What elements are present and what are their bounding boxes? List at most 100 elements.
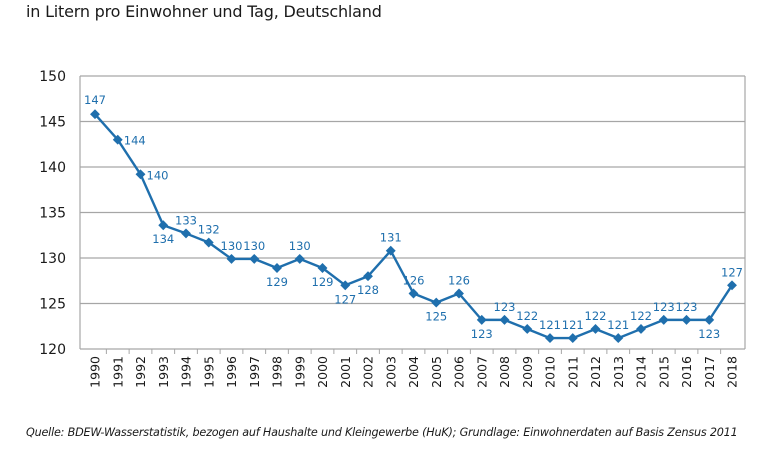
data-point-marker	[181, 228, 191, 239]
source-note: Quelle: BDEW-Wasserstatistik, bezogen au…	[26, 426, 738, 439]
x-tick-label: 2007	[474, 356, 489, 388]
x-tick-label: 2008	[497, 356, 512, 388]
x-tick-label: 1997	[247, 356, 262, 388]
data-point-marker	[90, 109, 100, 120]
axes	[79, 76, 746, 350]
x-tick-label: 2006	[452, 356, 467, 388]
x-tick-label: 1992	[133, 356, 148, 388]
x-tick-label: 2016	[679, 356, 694, 388]
data-label: 140	[147, 168, 169, 182]
x-tick-label: 2017	[702, 356, 717, 388]
data-point-marker	[363, 271, 373, 282]
y-axis-ticks: 120 125 130 135 140 145 150	[39, 69, 66, 358]
y-tick-label: 135	[39, 206, 66, 222]
data-label: 132	[198, 223, 220, 237]
data-label: 147	[84, 93, 106, 107]
data-label: 128	[357, 283, 379, 297]
x-tick-label: 2000	[315, 356, 330, 388]
data-point-marker	[431, 297, 442, 308]
x-tick-label: 2011	[565, 356, 580, 388]
data-label: 123	[698, 327, 720, 341]
x-tick-label: 2002	[361, 356, 376, 388]
data-point-marker	[158, 220, 169, 231]
data-label: 126	[403, 273, 425, 287]
data-label: 133	[175, 213, 197, 227]
data-label: 123	[676, 300, 698, 314]
data-label: 125	[425, 310, 447, 324]
data-point-marker	[226, 253, 237, 264]
data-point-marker	[567, 333, 578, 344]
data-point-marker	[681, 314, 692, 325]
x-tick-label: 2013	[611, 356, 626, 388]
y-tick-label: 140	[39, 160, 66, 176]
y-tick-label: 120	[39, 342, 66, 358]
x-tick-label: 2009	[520, 356, 535, 388]
data-label: 121	[539, 318, 561, 332]
x-tick-label: 1998	[270, 356, 285, 388]
x-tick-label: 1993	[156, 356, 171, 388]
data-point-marker	[385, 245, 396, 256]
data-point-marker	[704, 314, 715, 325]
data-label: 126	[448, 273, 470, 287]
data-label: 123	[494, 300, 516, 314]
data-point-marker	[476, 314, 487, 325]
data-label: 121	[607, 318, 629, 332]
data-point-marker	[317, 263, 328, 273]
data-point-marker	[499, 314, 510, 325]
x-tick-label: 1990	[88, 356, 103, 388]
data-label: 123	[653, 300, 675, 314]
chart-subtitle: in Litern pro Einwohner und Tag, Deutsch…	[26, 2, 382, 21]
x-tick-label: 2004	[406, 356, 421, 388]
x-tick-label: 1991	[110, 356, 125, 388]
data-point-marker	[340, 280, 351, 291]
data-label: 127	[334, 292, 356, 306]
x-tick-label: 2001	[338, 356, 353, 388]
x-tick-label: 2003	[383, 356, 398, 388]
y-tick-label: 125	[39, 297, 66, 313]
data-label: 130	[243, 239, 265, 253]
x-tick-label: 1994	[179, 356, 194, 388]
data-label: 122	[516, 309, 538, 323]
data-label: 123	[471, 327, 493, 341]
data-label: 134	[152, 232, 174, 246]
data-label: 129	[312, 275, 334, 289]
data-label: 122	[630, 309, 652, 323]
data-label: 122	[585, 309, 607, 323]
x-tick-label: 2015	[656, 356, 671, 388]
x-tick-label: 2005	[429, 356, 444, 388]
x-tick-label: 2010	[543, 356, 558, 388]
data-point-marker	[454, 288, 464, 299]
data-point-marker	[590, 324, 601, 334]
data-point-marker	[658, 314, 669, 325]
data-point-marker	[408, 288, 419, 299]
y-tick-label: 130	[39, 251, 66, 267]
data-label: 131	[380, 231, 402, 245]
x-axis-ticks: 1990 1991 1992 1993 1994 1995 1996 1997 1998 1999…	[88, 349, 740, 388]
data-label: 130	[289, 239, 311, 253]
data-point-marker	[636, 324, 646, 334]
data-point-marker	[522, 324, 533, 334]
data-label: 121	[562, 318, 584, 332]
x-tick-label: 2018	[725, 356, 740, 388]
data-point-marker	[545, 333, 555, 344]
data-label: 144	[124, 134, 146, 148]
x-tick-label: 2012	[588, 356, 603, 388]
data-point-marker	[135, 169, 146, 180]
x-tick-label: 1995	[201, 356, 216, 388]
x-tick-label: 1999	[292, 356, 307, 388]
data-point-marker	[203, 237, 214, 248]
x-tick-label: 1996	[224, 356, 239, 388]
data-point-marker	[294, 253, 305, 264]
x-tick-label: 2014	[634, 356, 649, 388]
data-point-marker	[112, 134, 123, 145]
data-label: 129	[266, 275, 288, 289]
gridlines	[80, 75, 745, 305]
data-label: 127	[721, 265, 743, 279]
y-tick-label: 150	[39, 69, 66, 85]
data-point-marker	[249, 253, 260, 264]
data-point-marker	[272, 263, 282, 273]
y-tick-label: 145	[39, 115, 66, 131]
data-point-marker	[613, 333, 624, 344]
